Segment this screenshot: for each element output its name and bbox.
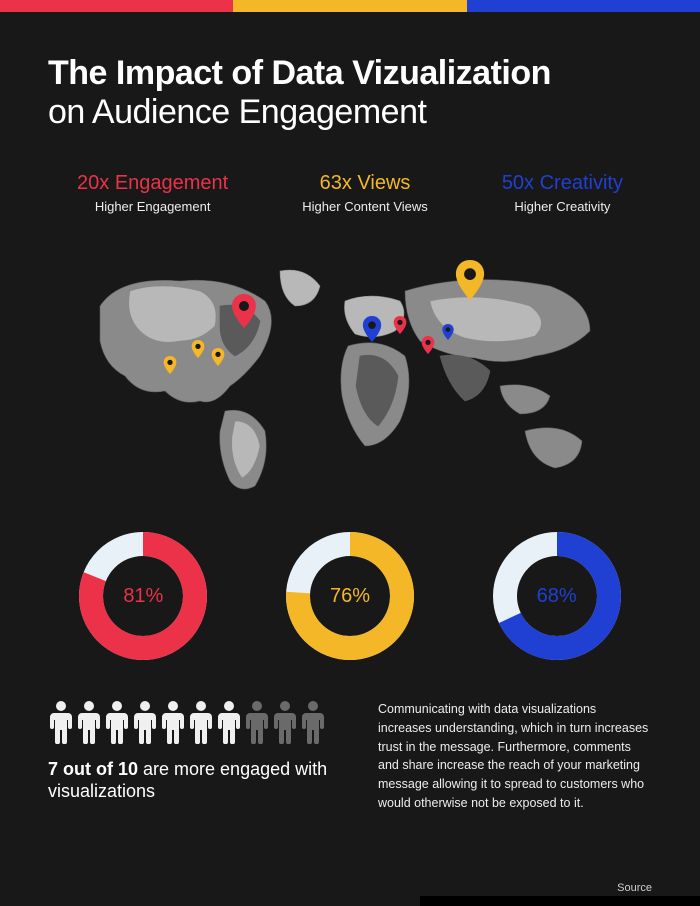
person-icon [48,700,74,749]
person-icon [188,700,214,749]
stat-headline: 63x Views [302,172,428,195]
donut-label: 76% [280,526,420,666]
donuts-row: 81% 76% 68% [0,496,700,676]
donut-1: 76% [280,526,420,666]
map-pin-0 [192,340,205,358]
stripe-yellow [233,0,466,12]
map-pin-5 [394,316,407,334]
stat-sub: Higher Creativity [502,199,623,214]
people-block: 7 out of 10 are more engaged with visual… [48,700,348,813]
people-text: 7 out of 10 are more engaged with visual… [48,759,348,802]
stat-sub: Higher Engagement [77,199,228,214]
world-map [70,246,630,496]
person-icon [216,700,242,749]
map-pin-7 [442,324,454,340]
donut-0: 81% [73,526,213,666]
map-pin-3 [164,356,177,374]
stat-2: 50x Creativity Higher Creativity [502,172,623,214]
stat-headline: 50x Creativity [502,172,623,195]
source-label: Source [617,882,652,894]
person-icon [104,700,130,749]
person-icon [244,700,270,749]
donut-label: 68% [487,526,627,666]
stripe-red [0,0,233,12]
paragraph: Communicating with data visualizations i… [378,700,652,813]
title-block: The Impact of Data Vizualization on Audi… [0,12,700,162]
map-pin-4 [363,316,382,342]
person-icon [160,700,186,749]
person-icon [76,700,102,749]
stat-1: 63x Views Higher Content Views [302,172,428,214]
people-text-bold: 7 out of 10 [48,759,138,779]
stat-headline: 20x Engagement [77,172,228,195]
stat-0: 20x Engagement Higher Engagement [77,172,228,214]
bottom-bar [420,896,700,906]
donut-label: 81% [73,526,213,666]
person-icon [300,700,326,749]
person-icon [272,700,298,749]
title-line-1: The Impact of Data Vizualization [48,54,652,93]
person-icon [132,700,158,749]
bottom-row: 7 out of 10 are more engaged with visual… [0,676,700,813]
title-line-2: on Audience Engagement [48,93,652,132]
top-color-stripe [0,0,700,12]
map-pin-6 [422,336,435,354]
map-pin-2 [232,294,256,328]
stat-sub: Higher Content Views [302,199,428,214]
map-pin-8 [456,260,485,300]
map-pin-1 [212,348,225,366]
donut-2: 68% [487,526,627,666]
people-icons [48,700,348,749]
stripe-blue [467,0,700,12]
stats-row: 20x Engagement Higher Engagement 63x Views… [0,162,700,234]
